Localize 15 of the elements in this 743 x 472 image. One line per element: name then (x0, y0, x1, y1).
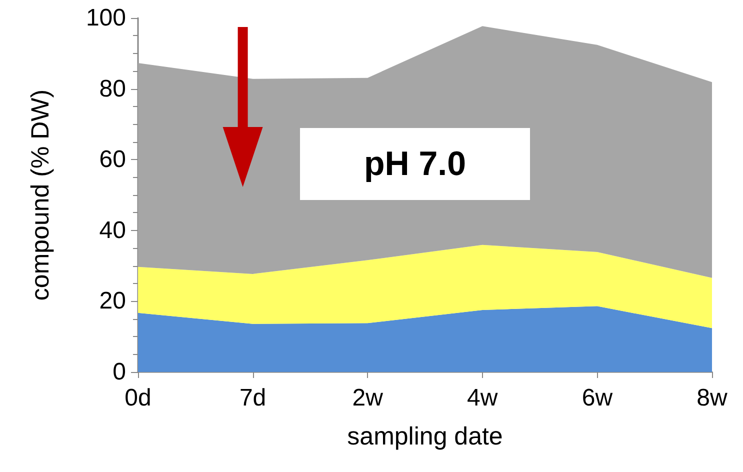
y-tick-label: 60 (99, 146, 126, 174)
y-tick-label: 20 (99, 288, 126, 315)
y-tick-label: 40 (99, 216, 126, 244)
x-tick-label: 6w (582, 384, 614, 412)
x-tick-label: 8w (696, 384, 728, 412)
x-tick-label: 0d (124, 384, 152, 412)
label-box: pH 7.0 (300, 128, 530, 200)
y-tick-label: 80 (99, 75, 126, 102)
y-axis-title: compound (% DW) (26, 89, 54, 301)
y-tick-label: 0 (112, 358, 126, 386)
x-tick-label: 2w (352, 384, 384, 412)
x-tick-label: 7d (239, 384, 266, 412)
y-tick-label: 100 (86, 4, 126, 32)
x-tick-label: 4w (467, 384, 498, 412)
x-axis-title: sampling date (347, 422, 503, 450)
